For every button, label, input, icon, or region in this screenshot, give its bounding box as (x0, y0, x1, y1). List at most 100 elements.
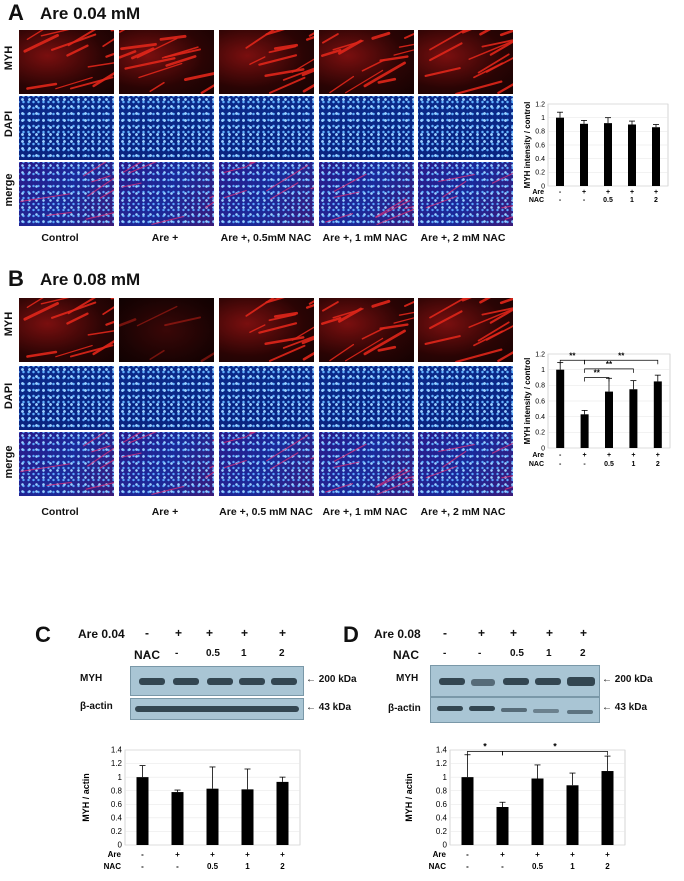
significance-label: ** (569, 351, 576, 360)
row-label-merge-b: merge (3, 445, 15, 479)
wb-c-actin-label: β-actin (80, 701, 113, 712)
merge-micrograph (19, 432, 114, 496)
bar (628, 124, 636, 186)
wb-d-myh-kda: ← 200 kDa (602, 674, 653, 685)
col-label-a-0: Control (41, 232, 79, 244)
are-sign: + (241, 626, 249, 640)
wb-c-are-label: Are 0.04 (78, 627, 125, 641)
are-tick-label: - (141, 850, 144, 859)
wb-c-myh-kda: ← 200 kDa (306, 674, 357, 685)
col-label-b-4: Are +, 2 mM NAC (420, 506, 506, 518)
dapi-micrograph (119, 96, 214, 160)
significance-label: ** (594, 369, 601, 378)
y-tick-label: 1.4 (111, 746, 123, 755)
bar (556, 117, 564, 186)
myh-micrograph (319, 30, 414, 94)
are-tick-label: + (654, 189, 658, 196)
significance-label: ** (606, 360, 613, 369)
y-axis-label: MYH / actin (81, 773, 91, 822)
bar-chart-d: 0 0.2 0.4 0.6 0.8 1 1.2 1.4 - - + - +0.5 +1 +2 Are NAC MY… (404, 742, 626, 871)
y-tick-label: 0.2 (111, 827, 123, 836)
band (239, 678, 265, 685)
bar (206, 788, 219, 845)
are-sign: + (175, 626, 183, 640)
bar (580, 123, 588, 186)
nac-tick-label: - (559, 461, 562, 468)
are-sign: - (443, 626, 447, 640)
col-label-b-1: Are + (151, 506, 179, 518)
significance-bracket (559, 359, 585, 365)
nac-sign: 1 (241, 648, 247, 659)
nac-sign: 0.5 (510, 648, 524, 659)
band (439, 678, 465, 685)
panel-letter-b: B (8, 266, 24, 291)
dapi-micrograph (119, 366, 214, 430)
bar (461, 777, 474, 845)
are-tick-label: + (500, 850, 505, 859)
row-label-nac: NAC (429, 862, 447, 871)
merge-micrograph (319, 432, 414, 496)
bar (653, 381, 662, 448)
are-sign: + (279, 626, 287, 640)
y-axis-label: MYH / actin (404, 773, 414, 822)
bar (241, 789, 254, 845)
nac-sign: - (175, 648, 179, 659)
nac-sign: 2 (279, 648, 285, 659)
wb-c-actin-blot (130, 698, 304, 720)
are-tick-label: + (606, 189, 610, 196)
nac-tick-label: - (583, 197, 586, 204)
wb-d-myh-blot (430, 665, 600, 697)
nac-tick-label: - (141, 862, 144, 871)
bar (136, 777, 149, 845)
nac-tick-label: 1 (631, 461, 635, 468)
nac-tick-label: - (176, 862, 179, 871)
row-label-are: Are (108, 850, 122, 859)
y-tick-label: 0.2 (436, 827, 448, 836)
dapi-micrograph (19, 366, 114, 430)
y-tick-label: 1.2 (535, 101, 545, 108)
panel-letter-a: A (8, 0, 24, 25)
band (535, 678, 561, 685)
row-label-are: Are (433, 850, 447, 859)
merge-micrograph (219, 162, 314, 226)
myh-micrograph (219, 30, 314, 94)
y-tick-label: 0.2 (535, 170, 545, 177)
are-sign: + (580, 626, 588, 640)
band (503, 678, 529, 685)
significance-bracket (502, 751, 608, 756)
bar (580, 414, 589, 448)
y-tick-label: 0 (443, 841, 448, 850)
significance-bracket (584, 368, 634, 373)
row-label-nac: NAC (529, 461, 544, 468)
wb-c-nac-label: NAC (134, 648, 160, 662)
panel-title-a: Are 0.04 mM (40, 4, 141, 23)
y-tick-label: 0.8 (535, 129, 545, 136)
significance-bracket (467, 751, 503, 756)
y-tick-label: 0.4 (436, 814, 448, 823)
significance-label: * (553, 742, 557, 751)
band (135, 706, 299, 712)
y-tick-label: 1.2 (111, 759, 123, 768)
row-label-merge-a: merge (3, 173, 15, 207)
y-tick-label: 1.2 (535, 351, 545, 358)
are-sign: + (510, 626, 518, 640)
nac-tick-label: - (501, 862, 504, 871)
col-label-a-1: Are + (151, 232, 179, 244)
band (437, 706, 463, 711)
nac-tick-label: 0.5 (603, 197, 613, 204)
are-tick-label: - (466, 850, 469, 859)
col-label-b-2: Are +, 0.5 mM NAC (219, 506, 313, 518)
y-tick-label: 0.8 (535, 383, 545, 390)
bar-chart-c: 0 0.2 0.4 0.6 0.8 1 1.2 1.4 - - + - +0.5 +1 +2 Are NAC MY… (81, 746, 301, 871)
bar (556, 369, 565, 448)
are-tick-label: + (583, 452, 587, 459)
myh-micrograph (119, 30, 214, 94)
are-tick-label: + (175, 850, 180, 859)
band (207, 678, 233, 685)
nac-tick-label: 2 (654, 197, 658, 204)
row-label-dapi-a: DAPI (3, 110, 15, 138)
dapi-micrograph (319, 96, 414, 160)
y-tick-label: 0.8 (111, 786, 123, 795)
row-label-myh-b: MYH (3, 311, 15, 337)
are-tick-label: + (582, 189, 586, 196)
